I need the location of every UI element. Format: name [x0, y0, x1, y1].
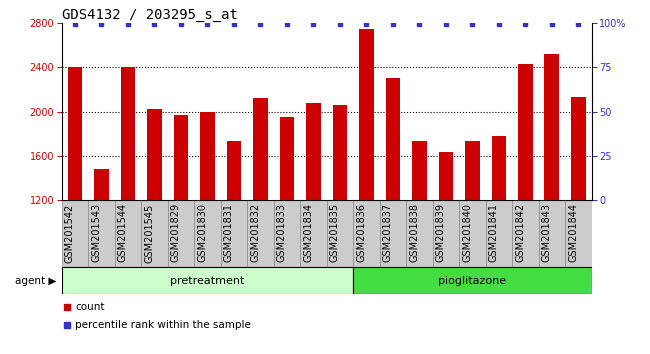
Bar	[545, 54, 559, 200]
Bar	[353, 267, 592, 294]
Text: GSM201544: GSM201544	[118, 203, 128, 263]
Bar	[359, 29, 374, 200]
Bar	[326, 200, 353, 267]
Bar	[439, 153, 453, 200]
Bar	[194, 200, 221, 267]
Bar	[94, 169, 109, 200]
Bar	[141, 200, 168, 267]
Bar	[518, 64, 532, 200]
Bar	[247, 200, 274, 267]
Bar	[274, 200, 300, 267]
Text: GSM201829: GSM201829	[171, 203, 181, 263]
Text: GSM201843: GSM201843	[541, 203, 552, 262]
Text: count: count	[75, 302, 105, 312]
Bar	[486, 200, 512, 267]
Bar	[62, 267, 353, 294]
Bar	[491, 136, 506, 200]
Text: GSM201830: GSM201830	[198, 203, 207, 262]
Text: pioglitazone: pioglitazone	[438, 275, 506, 286]
Bar	[300, 200, 327, 267]
Bar	[465, 141, 480, 200]
Bar	[62, 200, 88, 267]
Text: GSM201836: GSM201836	[356, 203, 367, 262]
Text: GSM201835: GSM201835	[330, 203, 340, 263]
Text: GSM201832: GSM201832	[250, 203, 261, 263]
Text: percentile rank within the sample: percentile rank within the sample	[75, 320, 251, 330]
Bar	[121, 67, 135, 200]
Text: GSM201543: GSM201543	[92, 203, 101, 263]
Bar	[512, 200, 538, 267]
Bar	[433, 200, 459, 267]
Bar	[385, 78, 400, 200]
Bar	[565, 200, 592, 267]
Bar	[306, 103, 320, 200]
Text: GSM201837: GSM201837	[383, 203, 393, 263]
Text: GSM201545: GSM201545	[144, 203, 155, 263]
Bar	[168, 200, 194, 267]
Text: GSM201831: GSM201831	[224, 203, 234, 262]
Bar	[406, 200, 433, 267]
Bar	[380, 200, 406, 267]
Bar	[412, 141, 426, 200]
Text: GSM201834: GSM201834	[304, 203, 313, 262]
Text: GSM201838: GSM201838	[410, 203, 419, 262]
Text: pretreatment: pretreatment	[170, 275, 244, 286]
Bar	[280, 117, 294, 200]
Bar	[571, 97, 586, 200]
Text: GSM201833: GSM201833	[277, 203, 287, 262]
Bar	[538, 200, 565, 267]
Text: GSM201841: GSM201841	[489, 203, 499, 262]
Bar	[459, 200, 486, 267]
Text: GSM201840: GSM201840	[462, 203, 473, 262]
Bar	[68, 67, 83, 200]
Bar	[253, 98, 268, 200]
Text: GSM201844: GSM201844	[568, 203, 578, 262]
Text: GDS4132 / 203295_s_at: GDS4132 / 203295_s_at	[62, 8, 238, 22]
Text: GSM201842: GSM201842	[515, 203, 525, 263]
Bar	[227, 141, 241, 200]
Bar	[174, 115, 188, 200]
Bar	[333, 105, 347, 200]
Text: agent ▶: agent ▶	[16, 275, 57, 286]
Bar	[88, 200, 115, 267]
Bar	[221, 200, 247, 267]
Text: GSM201542: GSM201542	[65, 203, 75, 263]
Text: GSM201839: GSM201839	[436, 203, 446, 262]
Bar	[200, 112, 214, 200]
Bar	[115, 200, 141, 267]
Bar	[353, 200, 380, 267]
Bar	[147, 109, 162, 200]
